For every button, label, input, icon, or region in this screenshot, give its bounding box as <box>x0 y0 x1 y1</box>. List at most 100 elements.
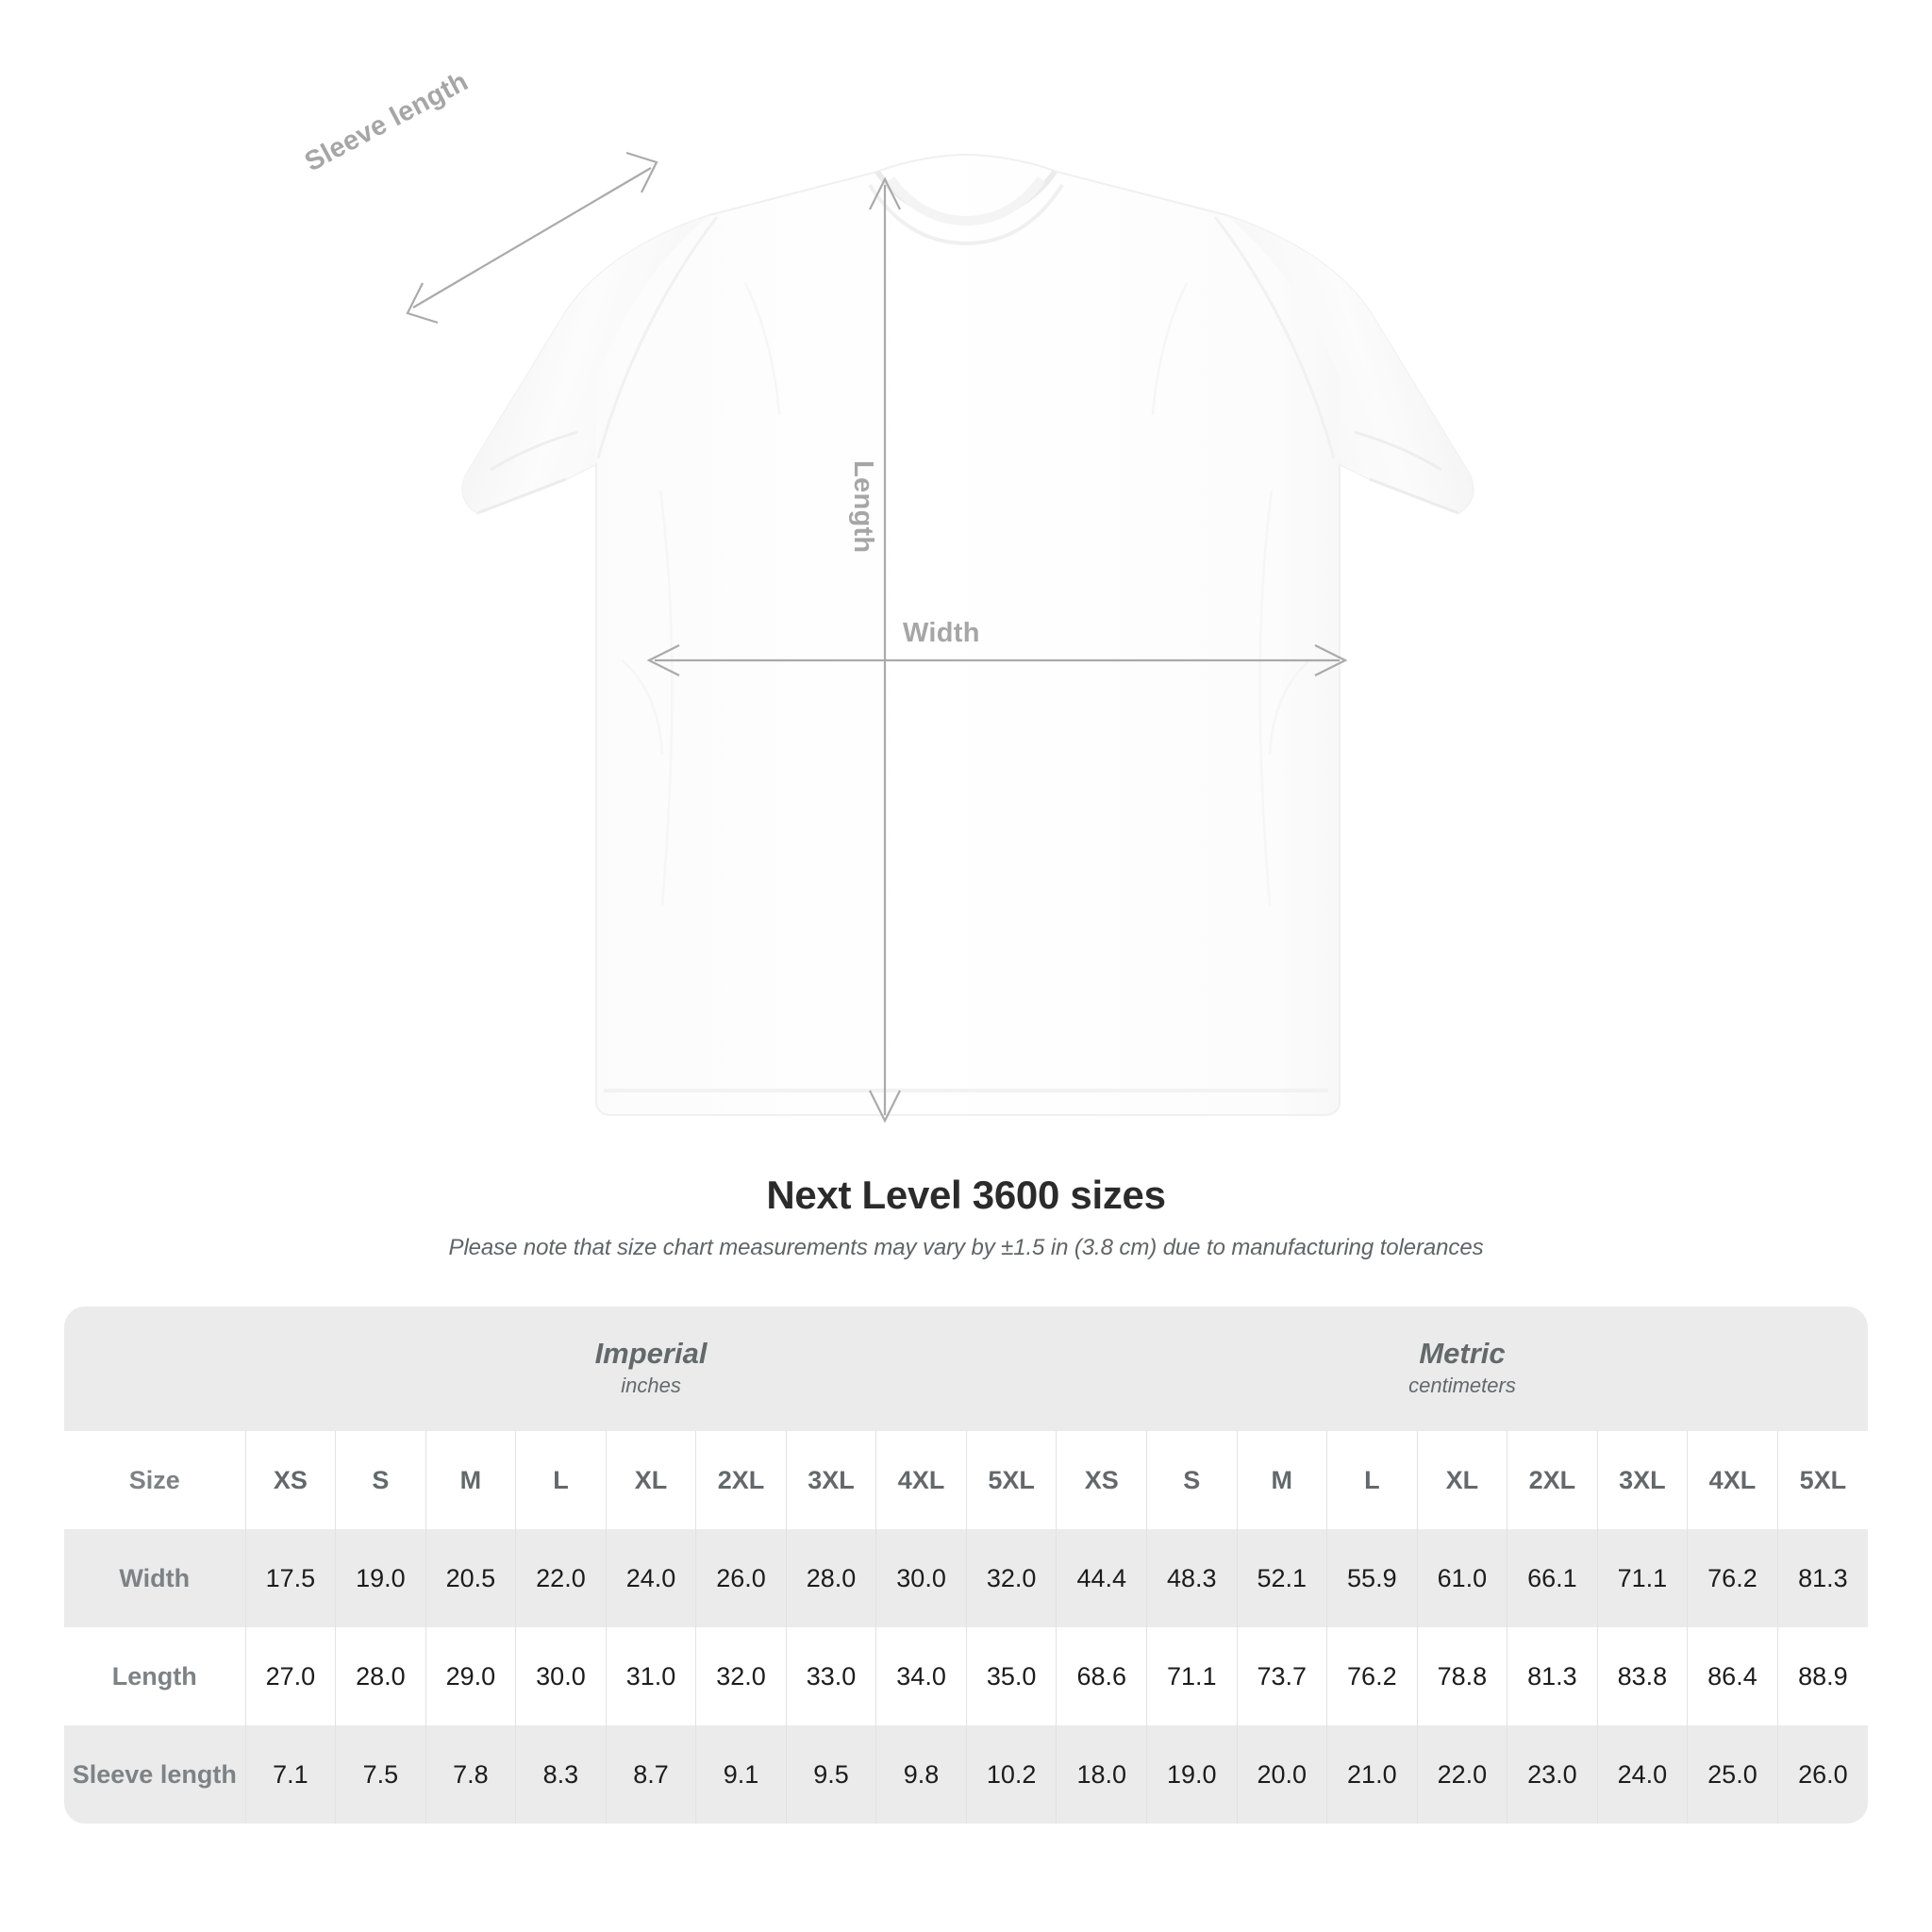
cell-sleeve-imperial-xs: 7.1 <box>244 1725 336 1824</box>
cell-length-metric-2xl: 81.3 <box>1507 1627 1598 1725</box>
size-header-metric-l: L <box>1326 1431 1418 1529</box>
cell-length-metric-5xl: 88.9 <box>1776 1627 1868 1725</box>
cell-width-metric-2xl: 66.1 <box>1507 1529 1598 1627</box>
cell-width-metric-s: 48.3 <box>1145 1529 1238 1627</box>
cell-length-imperial-xs: 27.0 <box>244 1627 336 1725</box>
cell-sleeve-imperial-l: 8.3 <box>515 1725 607 1824</box>
cell-sleeve-imperial-m: 7.8 <box>425 1725 516 1824</box>
heading-block: Next Level 3600 sizes Please note that s… <box>0 1173 1932 1261</box>
measurement-guides <box>406 151 1348 1124</box>
cell-width-metric-xl: 61.0 <box>1416 1529 1507 1627</box>
cell-length-imperial-5xl: 35.0 <box>965 1627 1057 1725</box>
cell-length-imperial-s: 28.0 <box>335 1627 426 1725</box>
cell-sleeve-metric-5xl: 26.0 <box>1776 1725 1868 1824</box>
width-arrow <box>646 644 1348 676</box>
table-row: Sleeve length 7.1 7.5 7.8 8.3 8.7 9.1 9.… <box>64 1725 1868 1824</box>
cell-length-imperial-4xl: 34.0 <box>875 1627 967 1725</box>
cell-length-metric-3xl: 83.8 <box>1596 1627 1688 1725</box>
cell-width-imperial-3xl: 28.0 <box>785 1529 876 1627</box>
page-title: Next Level 3600 sizes <box>766 1173 1166 1217</box>
cell-length-imperial-3xl: 33.0 <box>785 1627 876 1725</box>
sleeve-length-arrow <box>406 151 658 325</box>
cell-length-metric-s: 71.1 <box>1145 1627 1238 1725</box>
size-header-metric-2xl: 2XL <box>1507 1431 1598 1529</box>
unit-group-imperial-sub: inches <box>621 1374 681 1398</box>
cell-sleeve-metric-m: 20.0 <box>1236 1725 1327 1824</box>
unit-group-imperial-name: Imperial <box>594 1336 708 1370</box>
cell-sleeve-metric-3xl: 24.0 <box>1596 1725 1688 1824</box>
length-annotation: Length <box>848 460 878 554</box>
cell-width-metric-m: 52.1 <box>1236 1529 1327 1627</box>
row-label-width: Width <box>64 1529 246 1627</box>
cell-width-imperial-4xl: 30.0 <box>875 1529 967 1627</box>
cell-length-imperial-l: 30.0 <box>515 1627 607 1725</box>
unit-group-metric: Metric centimeters <box>1056 1307 1868 1431</box>
size-header-metric-xl: XL <box>1416 1431 1507 1529</box>
cell-width-imperial-m: 20.5 <box>425 1529 516 1627</box>
row-label-length: Length <box>64 1627 246 1725</box>
cell-width-metric-4xl: 76.2 <box>1687 1529 1778 1627</box>
size-table-container: Imperial inches Metric centimeters Size … <box>64 1307 1868 1824</box>
cell-width-imperial-5xl: 32.0 <box>965 1529 1057 1627</box>
cell-width-imperial-2xl: 26.0 <box>695 1529 787 1627</box>
cell-width-imperial-s: 19.0 <box>335 1529 426 1627</box>
table-corner-cell <box>64 1307 246 1431</box>
cell-length-metric-xs: 68.6 <box>1056 1627 1147 1725</box>
cell-width-metric-3xl: 71.1 <box>1596 1529 1688 1627</box>
cell-width-imperial-l: 22.0 <box>515 1529 607 1627</box>
size-header-imperial-s: S <box>335 1431 426 1529</box>
size-header-imperial-4xl: 4XL <box>875 1431 967 1529</box>
size-header-metric-5xl: 5XL <box>1776 1431 1868 1529</box>
size-header-imperial-xs: XS <box>244 1431 336 1529</box>
size-header-metric-s: S <box>1145 1431 1238 1529</box>
table-row: Length 27.0 28.0 29.0 30.0 31.0 32.0 33.… <box>64 1627 1868 1725</box>
size-header-metric-4xl: 4XL <box>1687 1431 1778 1529</box>
cell-sleeve-imperial-2xl: 9.1 <box>695 1725 787 1824</box>
cell-sleeve-imperial-xl: 8.7 <box>605 1725 696 1824</box>
cell-width-imperial-xs: 17.5 <box>244 1529 336 1627</box>
cell-sleeve-imperial-s: 7.5 <box>335 1725 426 1824</box>
cell-width-metric-5xl: 81.3 <box>1776 1529 1868 1627</box>
table-row: Width 17.5 19.0 20.5 22.0 24.0 26.0 28.0… <box>64 1529 1868 1627</box>
size-header-row: Size XS S M L XL 2XL 3XL 4XL 5XL XS S M … <box>64 1431 1868 1529</box>
size-header-metric-m: M <box>1236 1431 1327 1529</box>
cell-sleeve-imperial-5xl: 10.2 <box>965 1725 1057 1824</box>
cell-length-imperial-xl: 31.0 <box>605 1627 696 1725</box>
cell-sleeve-metric-s: 19.0 <box>1145 1725 1238 1824</box>
length-arrow <box>869 176 901 1124</box>
unit-group-row: Imperial inches Metric centimeters <box>64 1307 1868 1431</box>
width-annotation: Width <box>903 618 980 648</box>
cell-sleeve-metric-4xl: 25.0 <box>1687 1725 1778 1824</box>
cell-sleeve-metric-xs: 18.0 <box>1056 1725 1147 1824</box>
cell-sleeve-metric-xl: 22.0 <box>1416 1725 1507 1824</box>
tshirt-illustration: Sleeve length Length Width <box>300 66 1474 1124</box>
cell-length-imperial-2xl: 32.0 <box>695 1627 787 1725</box>
cell-width-metric-xs: 44.4 <box>1056 1529 1147 1627</box>
cell-sleeve-imperial-4xl: 9.8 <box>875 1725 967 1824</box>
cell-width-imperial-xl: 24.0 <box>605 1529 696 1627</box>
unit-group-metric-name: Metric <box>1419 1336 1506 1370</box>
cell-length-metric-xl: 78.8 <box>1416 1627 1507 1725</box>
size-header-metric-xs: XS <box>1056 1431 1147 1529</box>
size-header-imperial-xl: XL <box>605 1431 696 1529</box>
size-header-metric-3xl: 3XL <box>1596 1431 1688 1529</box>
size-header-label: Size <box>64 1431 246 1529</box>
size-header-imperial-5xl: 5XL <box>965 1431 1057 1529</box>
tolerance-note: Please note that size chart measurements… <box>448 1235 1484 1260</box>
size-header-imperial-l: L <box>515 1431 607 1529</box>
size-table: Imperial inches Metric centimeters Size … <box>64 1307 1868 1824</box>
shirt-body <box>461 153 1474 1116</box>
size-header-imperial-m: M <box>425 1431 516 1529</box>
tshirt-drawing <box>406 151 1474 1124</box>
size-header-imperial-2xl: 2XL <box>695 1431 787 1529</box>
row-label-sleeve-length: Sleeve length <box>64 1725 246 1824</box>
cell-length-metric-l: 76.2 <box>1326 1627 1418 1725</box>
unit-group-metric-sub: centimeters <box>1408 1374 1516 1398</box>
cell-width-metric-l: 55.9 <box>1326 1529 1418 1627</box>
size-header-imperial-3xl: 3XL <box>785 1431 876 1529</box>
unit-group-imperial: Imperial inches <box>245 1307 1057 1431</box>
cell-sleeve-metric-l: 21.0 <box>1326 1725 1418 1824</box>
cell-sleeve-imperial-3xl: 9.5 <box>785 1725 876 1824</box>
cell-length-metric-4xl: 86.4 <box>1687 1627 1778 1725</box>
